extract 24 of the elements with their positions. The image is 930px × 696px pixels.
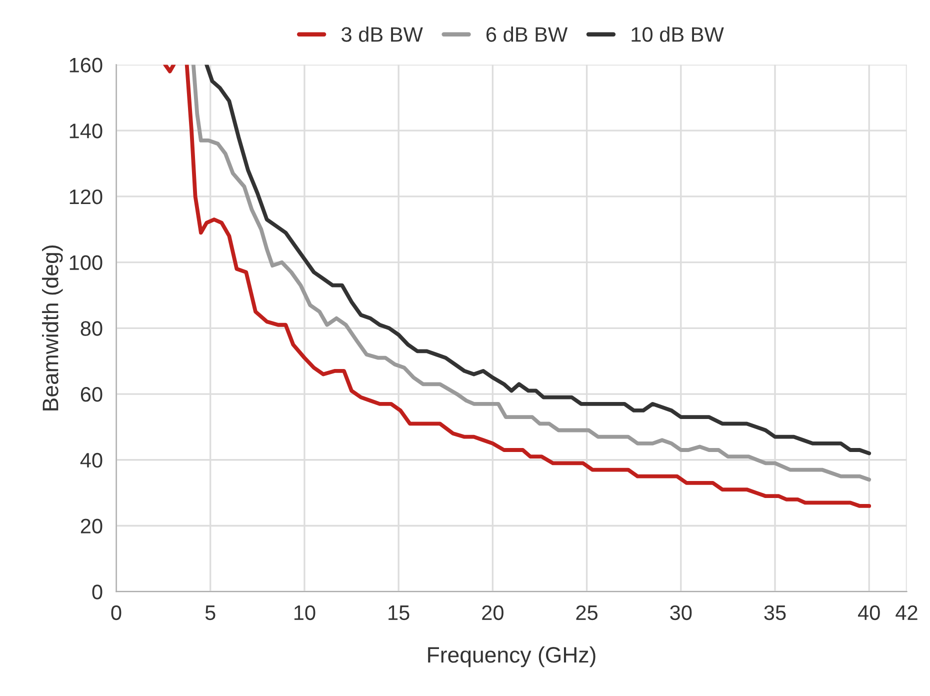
x-tick-label: 35 xyxy=(764,605,786,620)
x-tick-label: 5 xyxy=(205,606,216,620)
x-tick-label: 0 xyxy=(111,605,122,620)
x-tick-label: 20 xyxy=(482,605,504,620)
y-tick-label: 100 xyxy=(70,255,102,270)
y-tick-label: 140 xyxy=(70,124,102,138)
x-tick-label: 42 xyxy=(896,605,918,620)
y-tick-label: 120 xyxy=(70,189,102,204)
y-tick-label: 60 xyxy=(80,387,102,402)
legend-label: 6 dB BW xyxy=(486,26,568,42)
y-tick-label: 0 xyxy=(92,584,102,600)
legend-label: 10 dB BW xyxy=(632,26,724,42)
x-axis-title: Frequency (GHz) xyxy=(428,646,596,668)
y-tick-label: 80 xyxy=(80,321,102,336)
y-tick-label: 20 xyxy=(80,518,102,534)
x-tick-label: 15 xyxy=(388,606,410,620)
legend-label: 3 dB BW xyxy=(342,26,423,42)
x-tick-label: 10 xyxy=(294,605,316,620)
x-tick-label: 40 xyxy=(858,605,880,620)
x-tick-label: 25 xyxy=(576,605,598,620)
x-tick-label: 30 xyxy=(670,605,692,620)
y-axis-title: Beamwidth (deg) xyxy=(42,246,63,410)
y-tick-label: 40 xyxy=(80,452,102,468)
y-tick-label: 160 xyxy=(70,58,102,72)
